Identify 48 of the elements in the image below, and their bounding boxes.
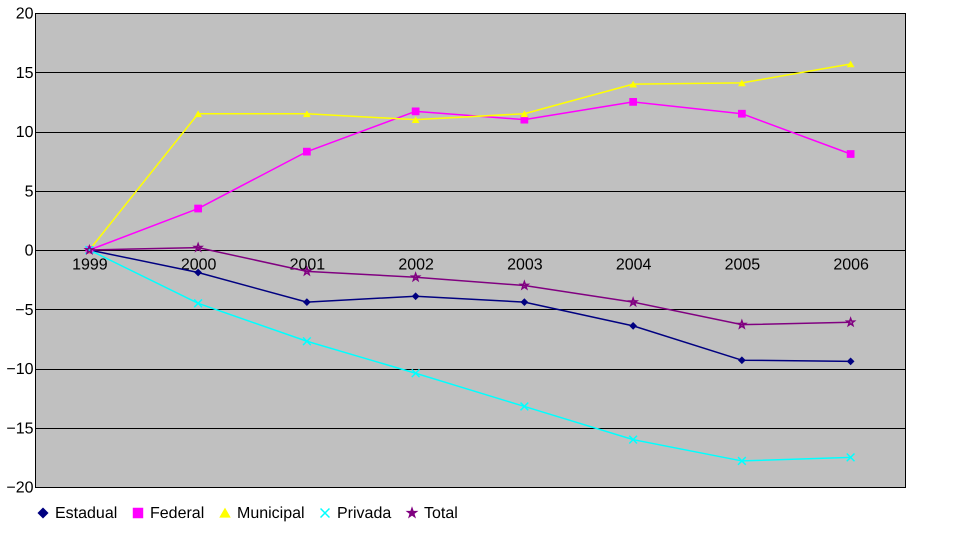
y-tick-label: −20 xyxy=(6,480,34,496)
point xyxy=(846,358,854,366)
legend-label: Municipal xyxy=(237,505,305,522)
point xyxy=(738,110,746,118)
y-tick-label: −5 xyxy=(15,302,34,319)
point xyxy=(846,150,854,158)
point xyxy=(629,80,637,88)
point xyxy=(412,292,420,300)
point xyxy=(628,434,638,444)
y-tick-label: 20 xyxy=(16,6,34,22)
point xyxy=(520,298,528,306)
point xyxy=(303,298,311,306)
point xyxy=(303,148,311,156)
point xyxy=(412,116,420,124)
x-tick-label: 2003 xyxy=(507,256,543,274)
point xyxy=(737,456,746,466)
legend-label: Total xyxy=(424,505,458,522)
y-tick-label: 5 xyxy=(24,183,34,200)
point xyxy=(194,298,203,308)
legend-label: Privada xyxy=(337,505,392,522)
point xyxy=(738,80,746,86)
point xyxy=(629,98,637,106)
point xyxy=(303,110,311,118)
y-tick-label: 15 xyxy=(16,64,34,82)
point xyxy=(846,452,856,462)
point xyxy=(194,110,202,118)
point xyxy=(520,402,529,412)
y-tick-label: 0 xyxy=(24,242,34,260)
y-tick-label: 10 xyxy=(16,124,34,141)
legend-label: Estadual xyxy=(55,505,118,522)
x-tick-label: 1999 xyxy=(72,256,108,274)
x-tick-label: 2000 xyxy=(180,256,217,274)
x-tick-label: 2004 xyxy=(616,256,652,274)
x-tick-label: 2001 xyxy=(290,256,326,274)
x-tick-label: 2006 xyxy=(833,256,870,274)
point xyxy=(302,336,312,346)
point xyxy=(629,322,637,330)
point xyxy=(738,356,746,364)
point xyxy=(520,110,528,118)
point xyxy=(411,368,420,378)
point xyxy=(194,204,202,212)
y-tick-label: −15 xyxy=(6,420,34,438)
point xyxy=(846,60,854,68)
legend-label: Federal xyxy=(150,505,204,522)
x-tick-label: 2005 xyxy=(724,256,760,274)
x-tick-label: 2002 xyxy=(398,256,434,274)
y-tick-label: −10 xyxy=(6,361,34,378)
point xyxy=(412,107,420,116)
